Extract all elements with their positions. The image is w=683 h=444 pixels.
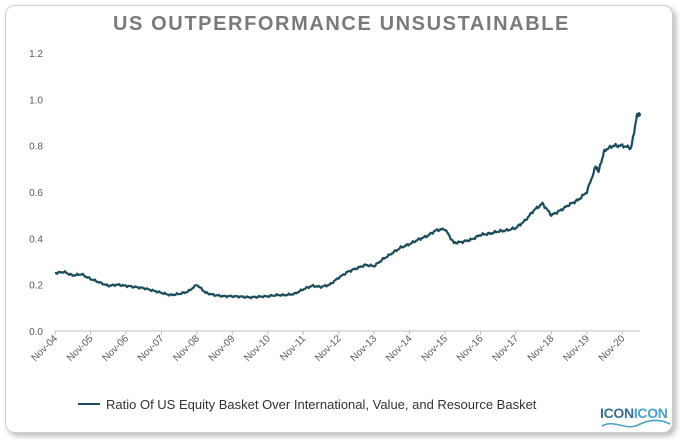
x-tick-label: Nov-14 <box>384 333 415 364</box>
y-tick-label: 0.4 <box>29 234 43 245</box>
x-tick-label: Nov-09 <box>207 333 238 364</box>
logo-text: ICONICON <box>600 405 668 421</box>
x-tick-label: Nov-12 <box>313 333 344 364</box>
y-tick-label: 1.0 <box>29 95 43 106</box>
x-tick-label: Nov-19 <box>561 333 592 364</box>
y-tick-label: 0.2 <box>29 281 43 292</box>
legend-swatch <box>78 403 100 405</box>
x-tick-label: Nov-17 <box>490 333 521 364</box>
legend-label: Ratio Of US Equity Basket Over Internati… <box>106 396 537 412</box>
x-tick-label: Nov-20 <box>597 333 628 364</box>
x-tick-label: Nov-06 <box>100 333 131 364</box>
legend: Ratio Of US Equity Basket Over Internati… <box>78 396 536 412</box>
x-tick-label: Nov-05 <box>65 333 96 364</box>
x-tick-label: Nov-07 <box>136 333 167 364</box>
x-tick-label: Nov-08 <box>171 333 202 364</box>
x-tick-label: Nov-13 <box>349 333 380 364</box>
x-tick-label: Nov-11 <box>278 333 308 363</box>
y-tick-label: 0.6 <box>29 188 43 199</box>
series-line <box>54 112 642 300</box>
chart-card <box>5 5 673 433</box>
x-tick-label: Nov-18 <box>526 333 557 364</box>
chart-title: US OUTPERFORMANCE UNSUSTAINABLE <box>112 13 570 35</box>
y-tick-label: 0.8 <box>29 142 43 153</box>
iconicon-logo: ICONICON <box>600 405 672 429</box>
y-tick-label: 0.0 <box>29 327 43 338</box>
logo-wave-icon <box>601 419 671 428</box>
y-tick-label: 1.2 <box>29 49 43 60</box>
x-tick-label: Nov-10 <box>242 333 273 364</box>
logo-text-part: ICON <box>633 405 668 421</box>
x-tick-label: Nov-15 <box>420 333 451 364</box>
x-tick-label: Nov-16 <box>455 333 486 364</box>
logo-text-part: ICON <box>600 405 634 421</box>
